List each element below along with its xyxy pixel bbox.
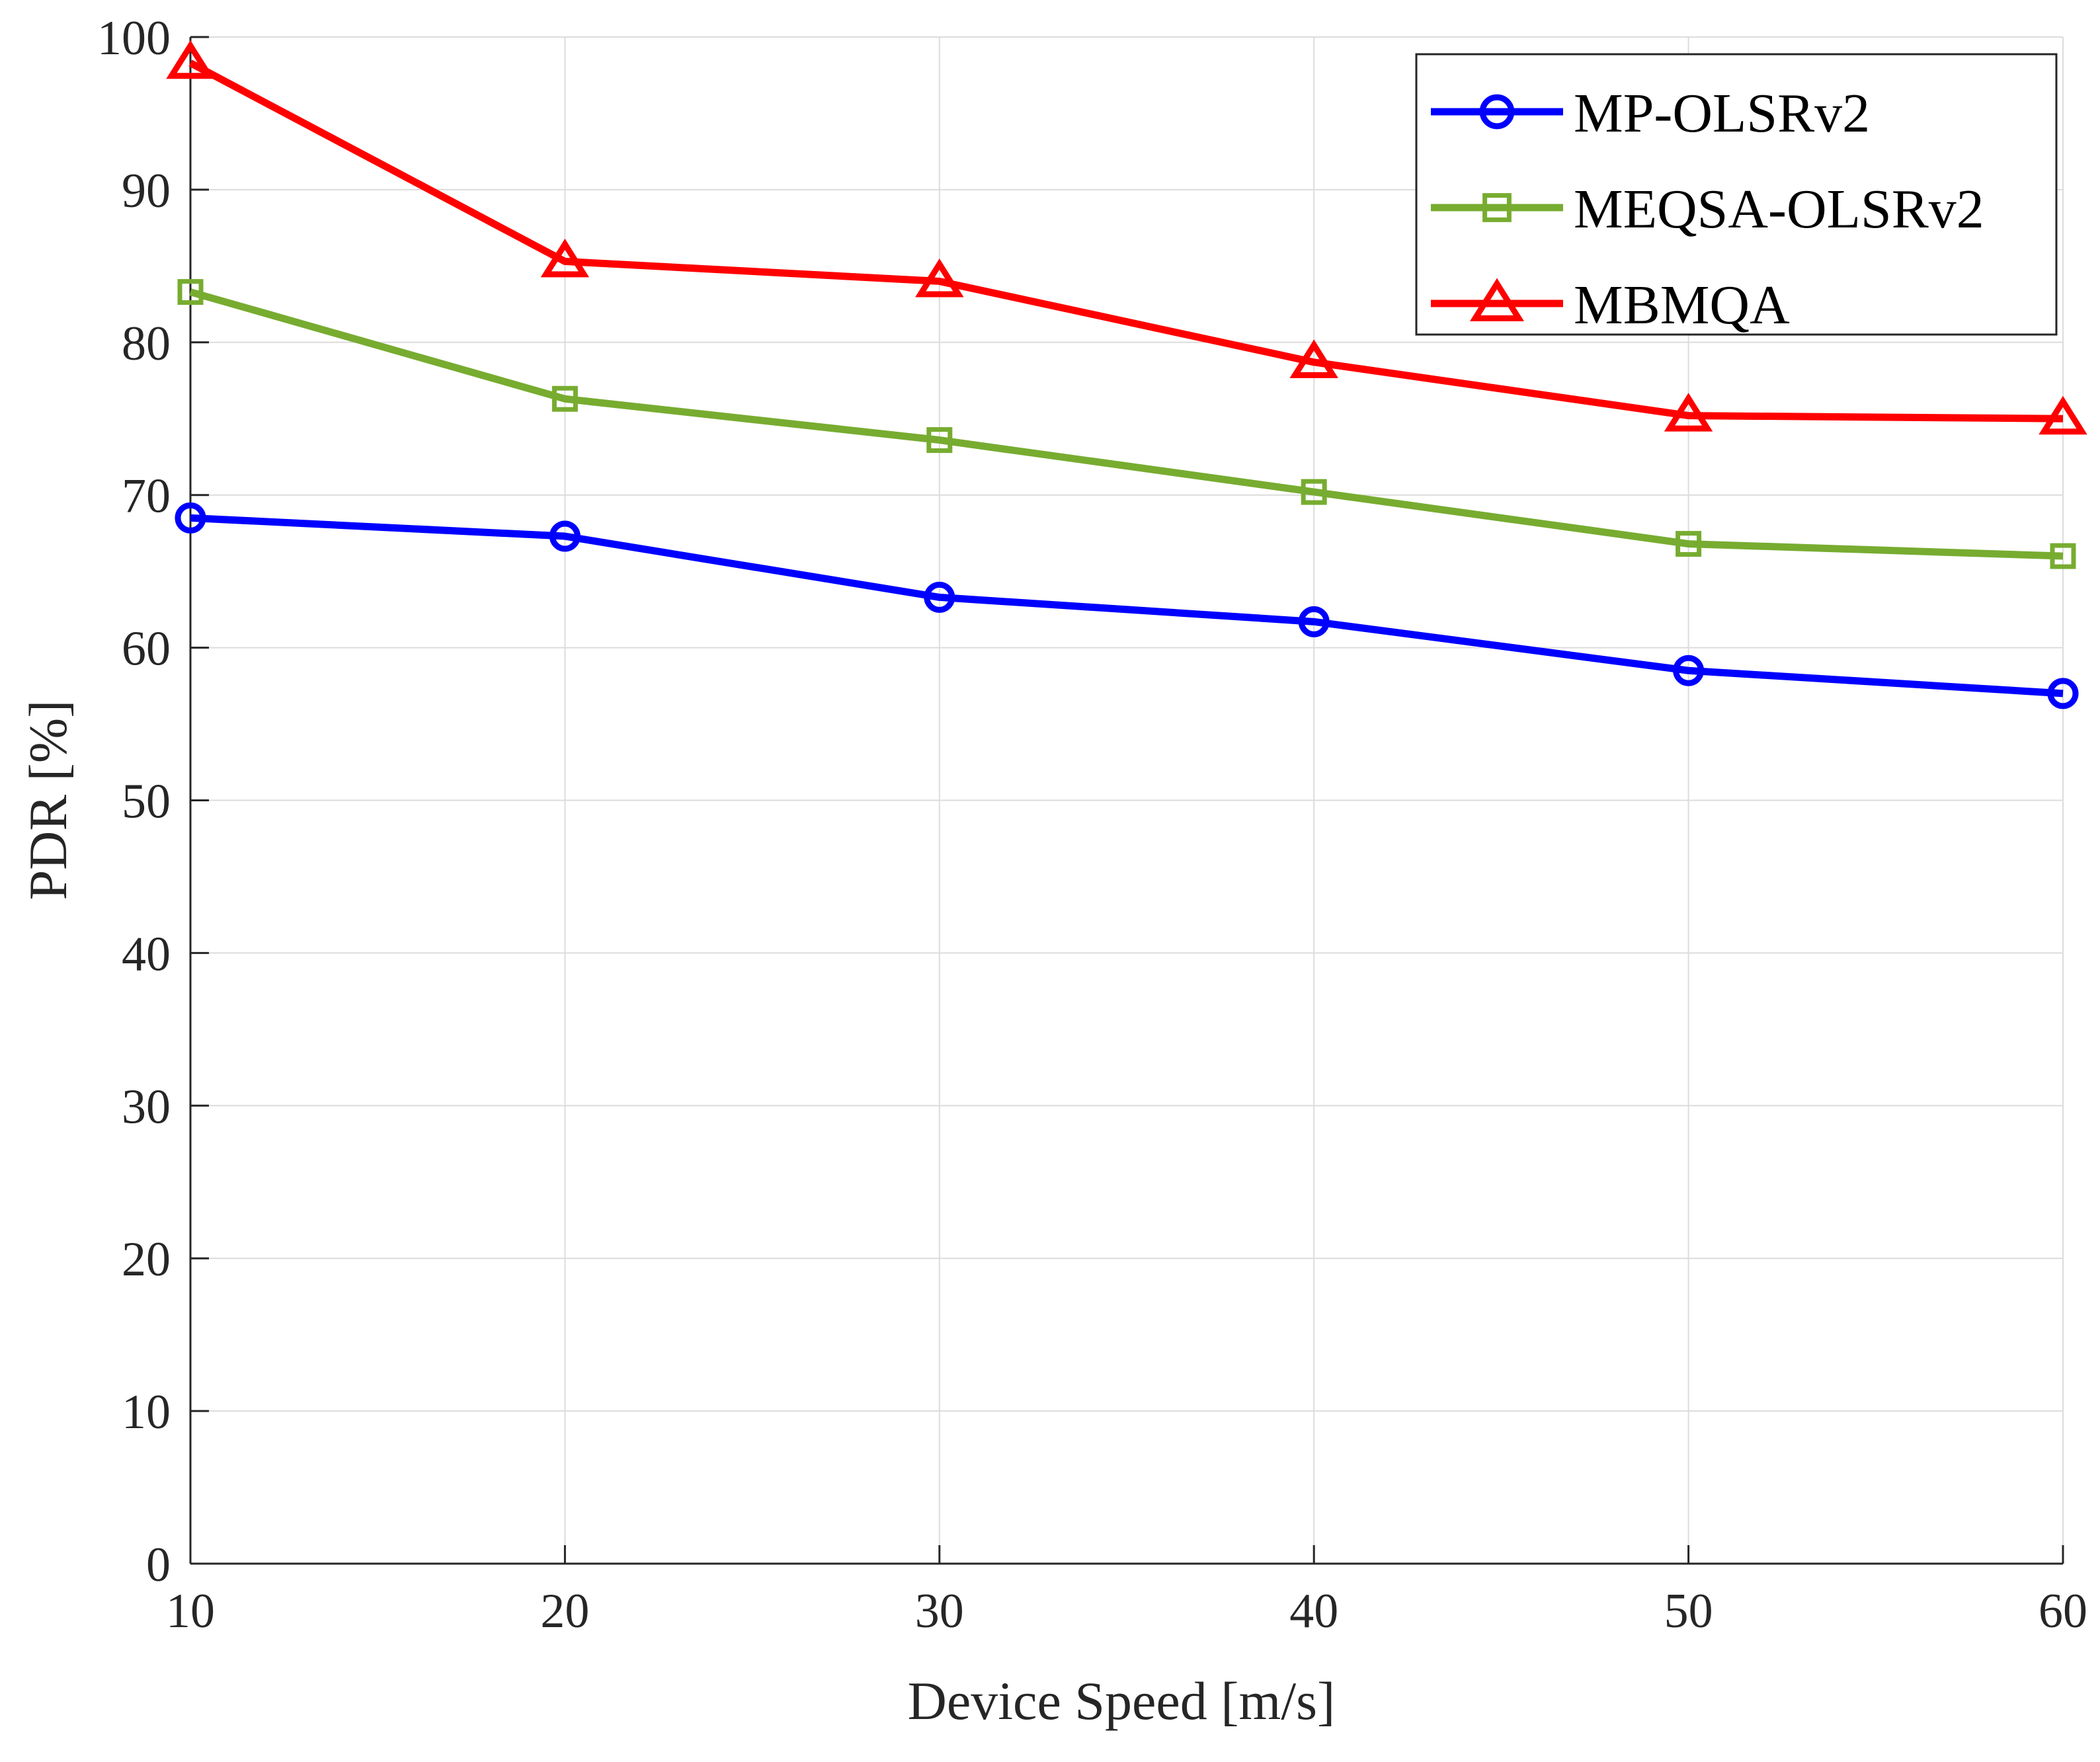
- x-axis-title: Device Speed [m/s]: [908, 1671, 1336, 1731]
- data-point-meqsa-olsrv2-40: [1301, 479, 1327, 505]
- series-line-mbmqa: [188, 60, 2064, 422]
- data-point-mp-olsrv2-40: [1298, 606, 1330, 637]
- x-tick-label-20: 20: [540, 1584, 589, 1638]
- data-point-mp-olsrv2-50: [1673, 655, 1705, 686]
- series-line-mp-olsrv2: [190, 514, 2064, 698]
- x-tick-label-30: 30: [915, 1584, 964, 1638]
- data-point-mbmqa-10: [166, 40, 215, 79]
- series-mp-olsrv2: [175, 502, 2079, 709]
- y-tick-label-40: 40: [122, 927, 171, 981]
- y-tick-label-0: 0: [146, 1538, 171, 1592]
- legend: MP-OLSRv2 MEQSA-OLSRv2 MBMQA: [1415, 53, 2058, 336]
- y-tick-label-100: 100: [97, 11, 171, 65]
- y-tick-label-60: 60: [122, 622, 171, 676]
- legend-item-mp-olsrv2: MP-OLSRv2: [1431, 83, 1870, 144]
- axes: [189, 36, 2064, 1565]
- x-tick-label-60: 60: [2039, 1584, 2087, 1638]
- legend-marker-mbmqa: [1469, 278, 1525, 321]
- x-tick-label-10: 10: [166, 1584, 215, 1638]
- y-tick-label-30: 30: [122, 1080, 171, 1134]
- legend-marker-mp-olsrv2: [1479, 94, 1515, 130]
- data-point-meqsa-olsrv2-60: [2050, 543, 2076, 569]
- series-line-meqsa-olsrv2: [189, 288, 2064, 560]
- legend-item-mbmqa: MBMQA: [1431, 274, 1790, 336]
- x-tick-label-50: 50: [1664, 1584, 1713, 1638]
- legend-label-mp-olsrv2: MP-OLSRv2: [1574, 83, 1870, 144]
- y-tick-label-90: 90: [122, 164, 171, 218]
- series-mbmqa: [166, 40, 2087, 435]
- data-point-meqsa-olsrv2-20: [551, 385, 578, 412]
- legend-marker-meqsa-olsrv2: [1482, 193, 1512, 222]
- y-tick-label-10: 10: [122, 1385, 171, 1439]
- data-point-mbmqa-40: [1289, 339, 1338, 378]
- x-tick-label-40: 40: [1289, 1584, 1338, 1638]
- legend-box: [1415, 53, 2058, 336]
- data-point-mbmqa-60: [2039, 395, 2087, 435]
- legend-label-mbmqa: MBMQA: [1574, 274, 1790, 336]
- legend-item-meqsa-olsrv2: MEQSA-OLSRv2: [1431, 179, 1984, 240]
- y-tick-label-70: 70: [122, 469, 171, 524]
- data-point-mp-olsrv2-60: [2047, 678, 2079, 709]
- y-axis-title: PDR [%]: [18, 700, 78, 901]
- series-meqsa-olsrv2: [177, 279, 2076, 569]
- y-tick-label-80: 80: [122, 317, 171, 371]
- data-series: [166, 40, 2087, 709]
- y-tick-label-50: 50: [122, 775, 171, 829]
- data-point-meqsa-olsrv2-50: [1676, 531, 1702, 557]
- data-point-meqsa-olsrv2-30: [926, 427, 953, 454]
- data-point-mbmqa-20: [540, 238, 590, 278]
- data-point-mbmqa-30: [915, 258, 964, 298]
- data-point-meqsa-olsrv2-10: [177, 279, 204, 305]
- data-point-mp-olsrv2-30: [924, 581, 955, 613]
- data-point-mp-olsrv2-20: [549, 520, 581, 552]
- data-point-mp-olsrv2-10: [175, 502, 206, 534]
- legend-label-meqsa-olsrv2: MEQSA-OLSRv2: [1574, 179, 1984, 240]
- data-point-mbmqa-50: [1664, 393, 1713, 432]
- y-tick-label-20: 20: [122, 1232, 171, 1287]
